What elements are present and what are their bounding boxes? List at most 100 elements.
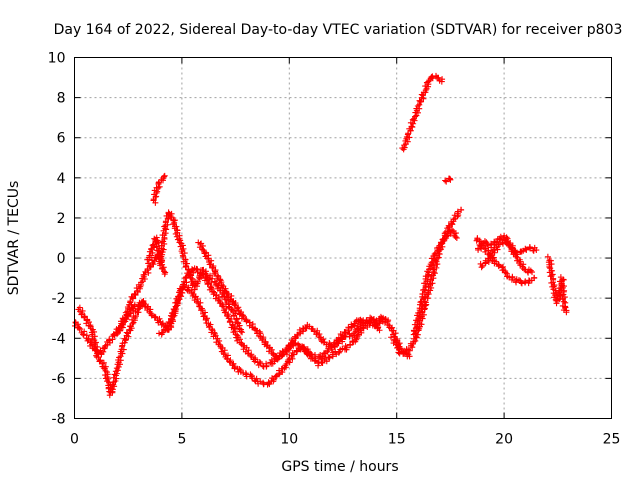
data-point bbox=[140, 300, 147, 307]
y-tick-label: 0 bbox=[57, 251, 66, 267]
data-point bbox=[195, 278, 202, 285]
data-point bbox=[421, 294, 428, 301]
series-track-9 bbox=[442, 175, 454, 185]
data-point bbox=[405, 346, 412, 353]
data-point bbox=[135, 301, 142, 308]
data-point bbox=[186, 269, 193, 276]
data-point bbox=[165, 318, 172, 325]
data-point bbox=[128, 293, 135, 300]
data-point bbox=[208, 279, 215, 286]
data-point bbox=[207, 283, 214, 290]
data-point bbox=[522, 279, 529, 286]
data-point bbox=[420, 287, 427, 294]
data-point bbox=[135, 309, 142, 316]
data-point bbox=[357, 326, 364, 333]
data-point bbox=[113, 365, 120, 372]
data-point bbox=[235, 304, 242, 311]
data-point bbox=[518, 280, 525, 287]
data-point bbox=[481, 238, 488, 245]
series-track-11 bbox=[410, 226, 460, 338]
data-point bbox=[175, 293, 182, 300]
data-point bbox=[413, 334, 420, 341]
data-point bbox=[385, 317, 392, 324]
data-point bbox=[282, 362, 289, 369]
data-point bbox=[278, 365, 285, 372]
data-point bbox=[436, 244, 443, 251]
data-point bbox=[198, 307, 205, 314]
data-point bbox=[112, 368, 119, 375]
x-tick-label: 20 bbox=[495, 432, 513, 448]
data-point bbox=[419, 92, 426, 99]
data-point bbox=[406, 353, 413, 360]
data-point bbox=[129, 294, 136, 301]
data-point bbox=[220, 350, 227, 357]
data-point bbox=[80, 331, 87, 338]
data-point bbox=[335, 340, 342, 347]
data-point bbox=[172, 303, 179, 310]
data-point bbox=[422, 299, 429, 306]
data-point bbox=[133, 285, 140, 292]
data-point bbox=[434, 74, 441, 81]
data-point bbox=[404, 138, 411, 145]
data-point bbox=[429, 280, 436, 287]
data-point bbox=[562, 303, 569, 310]
data-point bbox=[401, 142, 408, 149]
data-point bbox=[148, 311, 155, 318]
data-point bbox=[326, 354, 333, 361]
data-point bbox=[183, 279, 190, 286]
series-track-4 bbox=[156, 283, 383, 388]
data-point bbox=[163, 323, 170, 330]
data-point bbox=[393, 341, 400, 348]
data-point bbox=[150, 261, 157, 268]
data-point bbox=[499, 267, 506, 274]
data-point bbox=[81, 314, 88, 321]
data-point bbox=[450, 216, 457, 223]
data-point bbox=[165, 326, 172, 333]
y-tick-label: 2 bbox=[57, 211, 66, 227]
data-point bbox=[197, 299, 204, 306]
data-point bbox=[396, 345, 403, 352]
data-point bbox=[212, 295, 219, 302]
data-point bbox=[555, 289, 562, 296]
data-point bbox=[220, 293, 227, 300]
data-point bbox=[216, 276, 223, 283]
y-tick-label: -2 bbox=[52, 291, 66, 307]
data-point bbox=[278, 353, 285, 360]
data-point bbox=[253, 375, 260, 382]
data-point bbox=[339, 336, 346, 343]
data-point bbox=[245, 347, 252, 354]
data-point bbox=[458, 206, 465, 213]
y-tick-label: -6 bbox=[52, 371, 66, 387]
data-point bbox=[161, 223, 168, 230]
series-track-8 bbox=[399, 72, 446, 153]
data-point bbox=[482, 248, 489, 255]
data-point bbox=[158, 238, 165, 245]
data-point bbox=[546, 263, 553, 270]
data-point bbox=[259, 335, 266, 342]
data-point bbox=[87, 325, 94, 332]
data-point bbox=[445, 222, 452, 229]
data-point bbox=[117, 327, 124, 334]
data-point bbox=[149, 242, 156, 249]
data-point bbox=[529, 269, 536, 276]
data-point bbox=[253, 327, 260, 334]
data-point bbox=[388, 334, 395, 341]
data-point bbox=[154, 188, 161, 195]
data-point bbox=[388, 327, 395, 334]
data-point bbox=[171, 306, 178, 313]
data-point bbox=[473, 237, 480, 244]
data-point bbox=[366, 320, 373, 327]
data-point bbox=[328, 343, 335, 350]
data-point bbox=[438, 239, 445, 246]
data-point bbox=[442, 177, 449, 184]
data-point bbox=[162, 219, 169, 226]
x-tick-label: 5 bbox=[177, 432, 186, 448]
series-track-5 bbox=[195, 239, 392, 369]
data-point bbox=[351, 330, 358, 337]
data-point bbox=[167, 212, 174, 219]
data-point bbox=[100, 359, 107, 366]
data-point bbox=[346, 330, 353, 337]
data-point bbox=[158, 321, 165, 328]
data-point bbox=[550, 279, 557, 286]
data-point bbox=[271, 358, 278, 365]
